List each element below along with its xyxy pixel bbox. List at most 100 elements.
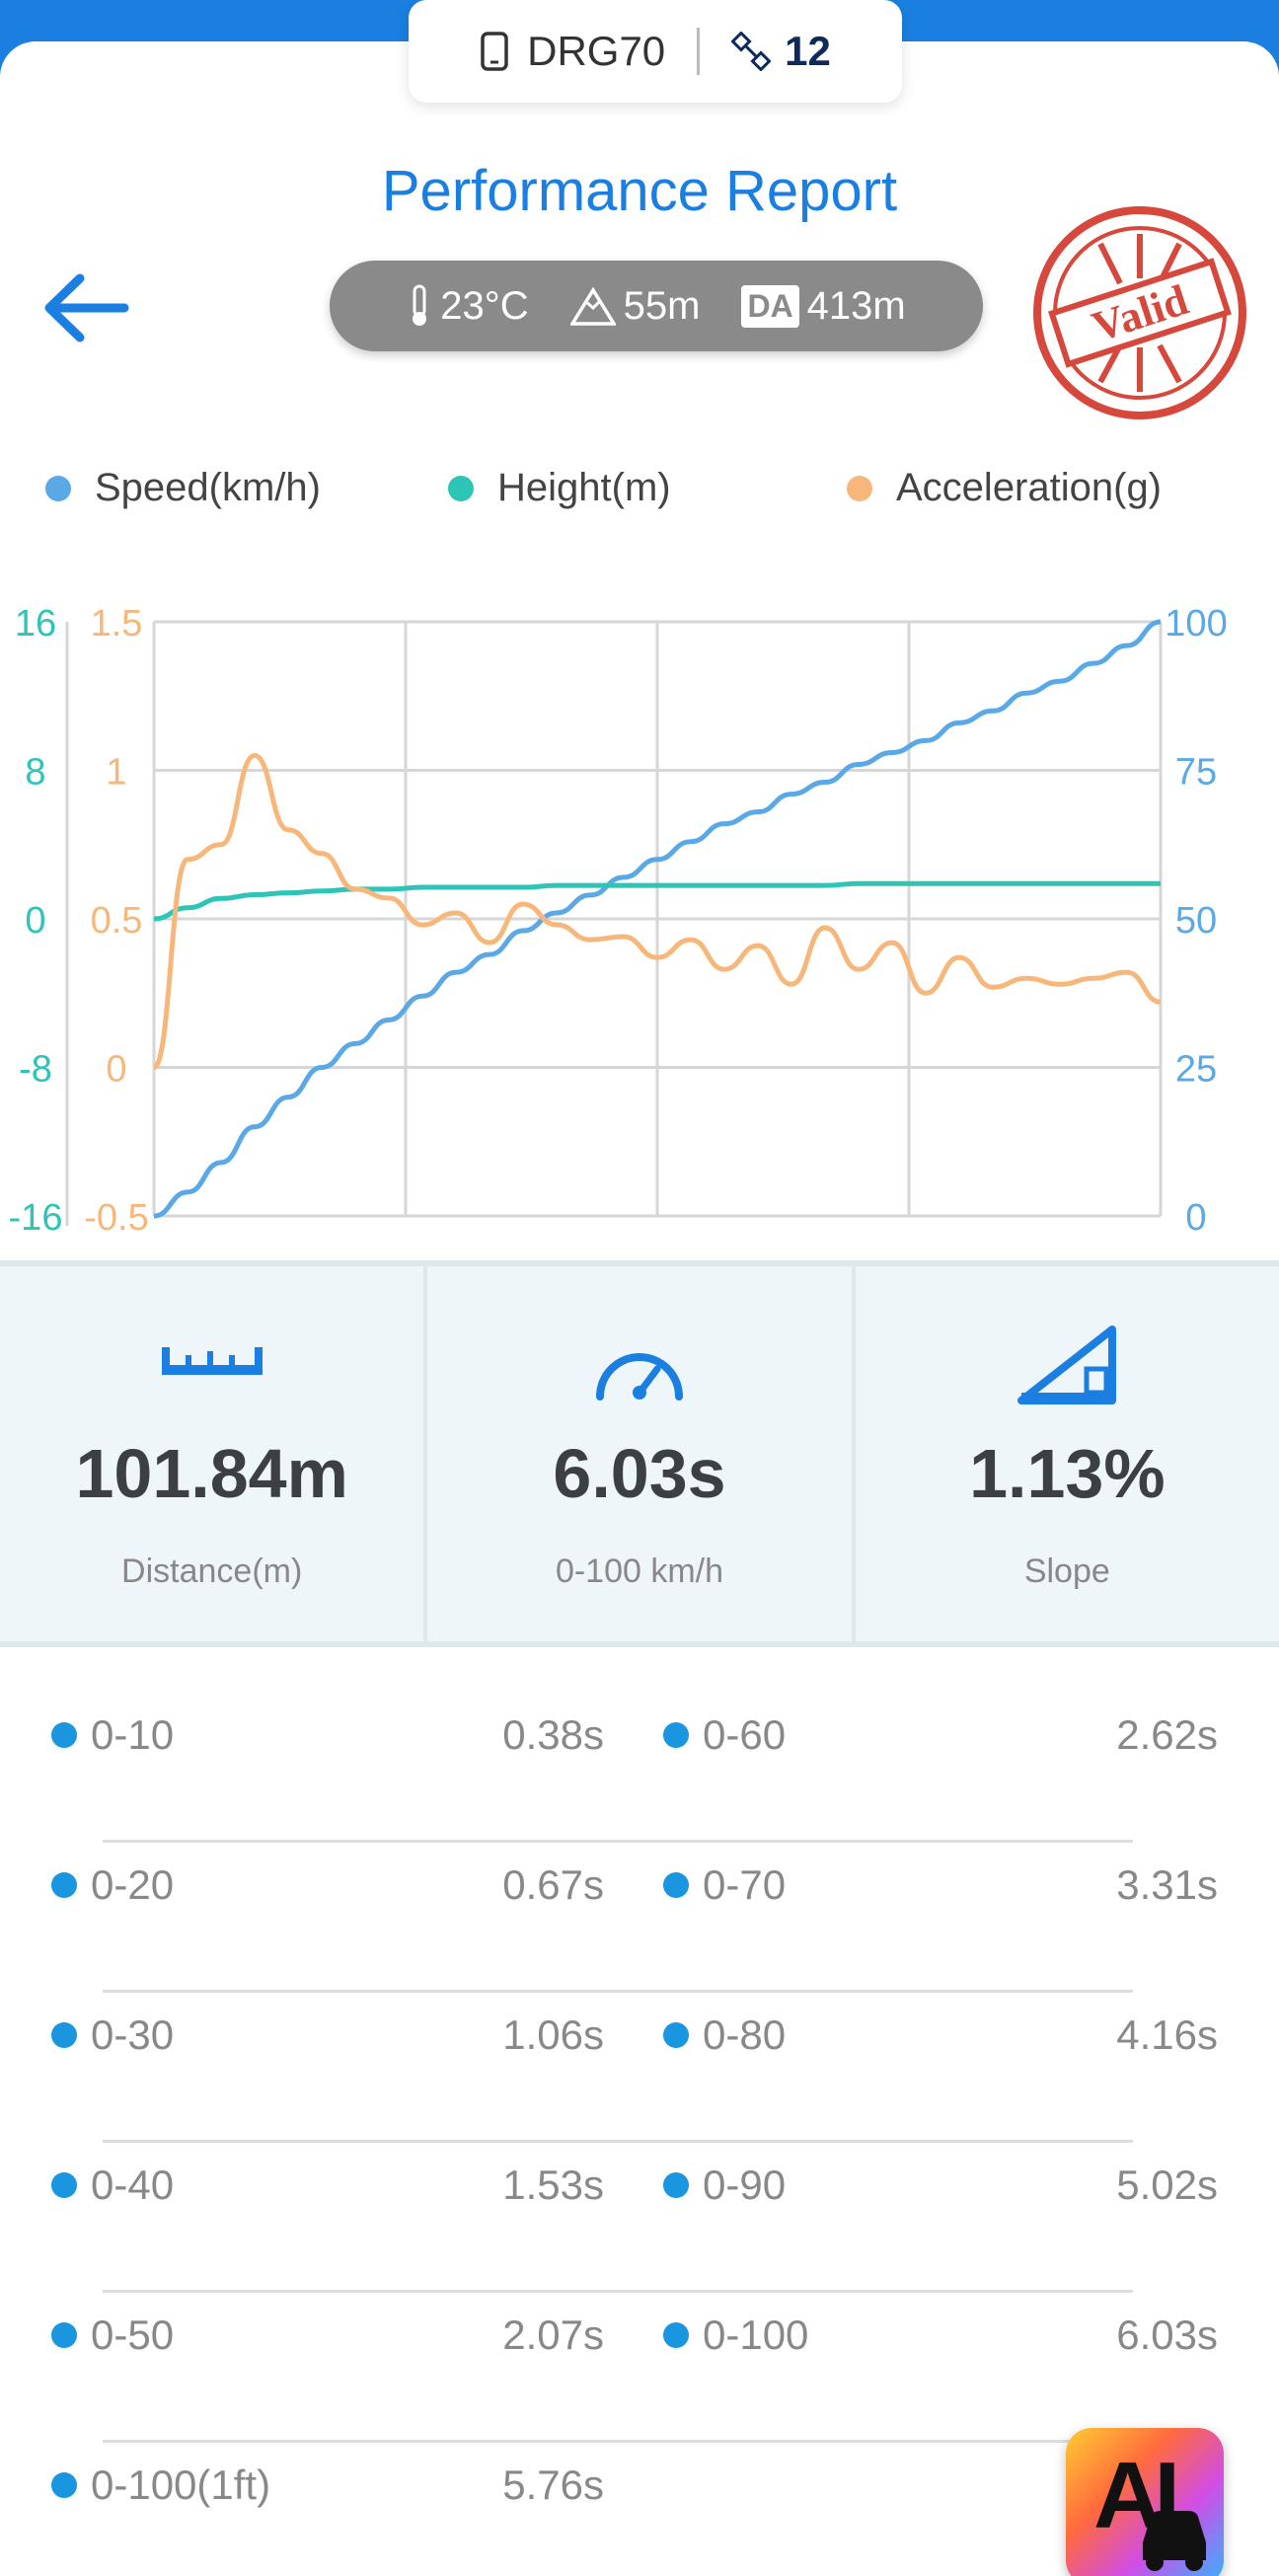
height-tick-label: -16 xyxy=(9,1197,63,1239)
split-time: 0.67s xyxy=(502,1861,604,1908)
legend-height-label: Height(m) xyxy=(497,466,671,509)
split-right: 0-60 xyxy=(663,1711,786,1759)
bullet-icon xyxy=(663,1872,689,1898)
bullet-icon xyxy=(51,2172,77,2198)
split-range: 0-60 xyxy=(703,1711,787,1758)
device-status-pill[interactable]: DRG70 12 xyxy=(409,0,902,103)
split-right: 0-80 xyxy=(663,2011,786,2059)
split-time: 1.53s xyxy=(502,2161,604,2208)
split-range: 0-100(1ft) xyxy=(91,2462,271,2508)
stats-panel: 101.84m Distance(m) 6.03s 0-100 km/h 1.1… xyxy=(0,1260,1279,1647)
bullet-icon xyxy=(663,2322,689,2348)
acceleration-tick-label: 0.5 xyxy=(91,900,143,942)
height-tick-label: 16 xyxy=(15,603,56,644)
speedometer-icon xyxy=(595,1353,683,1401)
acceleration-tick-label: 1.5 xyxy=(91,603,143,644)
distance-value: 101.84m xyxy=(75,1435,348,1512)
series-line-speed-km-h xyxy=(153,619,1162,1219)
speed-tick-label: 75 xyxy=(1175,752,1217,794)
legend-acceleration: Acceleration(g) xyxy=(847,466,1162,510)
zero-to-hundred-label: 0-100 km/h xyxy=(555,1553,724,1590)
performance-chart: 16 8 0 -8 -16 1.5 1 0.5 0 -0.5 100 75 50 25 0 xyxy=(9,603,1228,1239)
split-row: 0-30 1.06s 0-80 4.16s xyxy=(0,1940,1279,2143)
da-value: 413m xyxy=(806,283,906,328)
split-time: 2.07s xyxy=(502,2311,604,2358)
split-time: 5.02s xyxy=(1116,2161,1218,2208)
mountain-icon xyxy=(569,286,616,326)
split-times-list: 0-10 0.38s 0-60 2.62s 0-20 0.67s 0-70 3.… xyxy=(0,1640,1279,2576)
bullet-icon xyxy=(663,2022,689,2048)
split-range: 0-30 xyxy=(91,2011,175,2058)
valid-stamp: Valid xyxy=(1033,206,1246,419)
arrow-left-icon[interactable] xyxy=(36,259,134,357)
bullet-icon xyxy=(51,2322,77,2348)
device-info: DRG70 xyxy=(480,28,665,75)
performance-report-page: Performance Report 23°C 55m DA 413m xyxy=(0,41,1279,2576)
satellite-count: 12 xyxy=(785,28,831,74)
distance-label: Distance(m) xyxy=(121,1553,303,1590)
series-line-height-m xyxy=(153,880,1161,922)
bullet-icon xyxy=(663,2172,689,2198)
bullet-icon xyxy=(51,2472,77,2498)
split-row: 0-10 0.38s 0-60 2.62s xyxy=(0,1640,1279,1843)
row-divider xyxy=(103,2140,1133,2143)
zero-to-hundred-value: 6.03s xyxy=(553,1435,726,1512)
acceleration-tick-label: 1 xyxy=(106,752,126,794)
stat-zero-to-hundred: 6.03s 0-100 km/h xyxy=(423,1266,851,1641)
bullet-icon xyxy=(51,1722,77,1748)
phone-icon xyxy=(481,32,508,71)
split-row: 0-100(1ft) 5.76s xyxy=(0,2390,1279,2540)
split-right: 0-90 xyxy=(663,2161,786,2209)
split-time: 0.38s xyxy=(502,1711,604,1758)
height-dot-icon xyxy=(448,475,474,501)
ruler-icon xyxy=(161,1347,263,1375)
split-right: 0-70 xyxy=(663,1861,786,1909)
bullet-icon xyxy=(663,1722,689,1748)
acceleration-dot-icon xyxy=(847,475,872,501)
row-divider xyxy=(103,2290,1133,2293)
device-name: DRG70 xyxy=(527,28,666,74)
legend-height: Height(m) xyxy=(448,466,671,510)
row-divider xyxy=(103,1840,1133,1843)
speed-tick-label: 0 xyxy=(1185,1197,1206,1239)
split-range: 0-80 xyxy=(703,2011,787,2058)
thermometer-icon xyxy=(413,284,427,326)
split-range: 0-40 xyxy=(91,2161,175,2208)
car-icon xyxy=(1143,2511,1206,2571)
split-range: 0-70 xyxy=(703,1861,787,1908)
ai-assistant-button[interactable]: AI xyxy=(1066,2428,1224,2576)
split-time: 1.06s xyxy=(502,2011,604,2058)
split-range: 0-20 xyxy=(91,1861,175,1908)
split-right: 0-100 xyxy=(663,2311,808,2359)
speed-tick-label: 50 xyxy=(1175,900,1217,942)
density-altitude: DA 413m xyxy=(741,283,906,329)
speed-dot-icon xyxy=(45,475,71,501)
split-time: 5.76s xyxy=(502,2462,604,2508)
altitude: 55m xyxy=(569,283,701,329)
height-tick-label: -8 xyxy=(19,1049,52,1091)
bullet-icon xyxy=(51,1872,77,1898)
satellite-icon xyxy=(731,32,772,71)
legend-speed-label: Speed(km/h) xyxy=(95,466,321,509)
row-divider xyxy=(103,2440,1133,2443)
split-row: 0-20 0.67s 0-70 3.31s xyxy=(0,1790,1279,1993)
split-range: 0-100 xyxy=(703,2311,809,2358)
slope-value: 1.13% xyxy=(969,1435,1166,1512)
temperature: 23°C xyxy=(407,283,529,329)
stat-distance: 101.84m Distance(m) xyxy=(0,1266,423,1641)
legend-speed: Speed(km/h) xyxy=(45,466,321,510)
split-range: 0-10 xyxy=(91,1711,175,1758)
slope-label: Slope xyxy=(1023,1553,1110,1590)
height-tick-label: 8 xyxy=(25,752,45,794)
split-left: 0-10 xyxy=(51,1711,174,1759)
split-time: 2.62s xyxy=(1116,1711,1218,1758)
split-time: 4.16s xyxy=(1116,2011,1218,2058)
stat-slope: 1.13% Slope xyxy=(851,1266,1279,1641)
altitude-value: 55m xyxy=(623,283,701,328)
chart-legend: Speed(km/h) Height(m) Acceleration(g) xyxy=(0,466,1279,535)
page-title: Performance Report xyxy=(381,159,898,223)
temperature-value: 23°C xyxy=(440,283,529,328)
split-range: 0-50 xyxy=(91,2311,175,2358)
bullet-icon xyxy=(51,2022,77,2048)
speed-tick-label: 100 xyxy=(1165,603,1227,644)
